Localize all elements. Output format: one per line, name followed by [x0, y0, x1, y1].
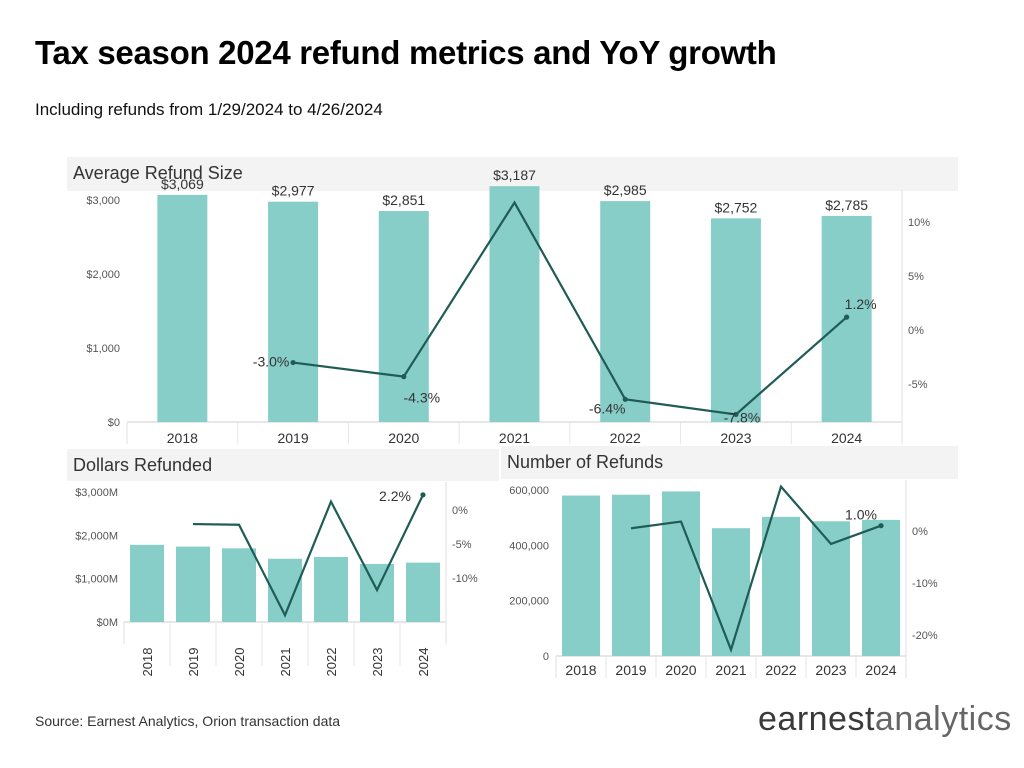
chart1-bar	[406, 562, 440, 622]
chart1-bar	[222, 548, 256, 622]
chart2-category-label: 2021	[715, 662, 746, 678]
chart1-category-label: 2022	[324, 648, 339, 677]
chart2-y2tick-label: 0%	[912, 526, 928, 538]
chart0-category-label: 2024	[831, 430, 862, 446]
chart1-bar	[360, 563, 394, 622]
chart2-category-label: 2018	[565, 662, 596, 678]
chart2-category-label: 2020	[665, 662, 696, 678]
page-title: Tax season 2024 refund metrics and YoY g…	[35, 34, 777, 71]
chart2-category-label: 2024	[865, 662, 896, 678]
chart1-y2tick-label: -10%	[452, 573, 478, 585]
chart0-bar	[489, 186, 540, 422]
chart1-category-label: 2024	[416, 648, 431, 677]
chart0-category-label: 2023	[720, 430, 751, 446]
chart0-ytick-label: $1,000	[86, 343, 120, 355]
chart0-y2tick-label: -5%	[908, 379, 928, 391]
chart2-yoy-line	[630, 484, 882, 654]
chart1-bar	[130, 544, 164, 622]
chart1-category-label: 2019	[186, 648, 201, 677]
brand-text-analytics: analytics	[874, 700, 1012, 738]
chart0-bar	[710, 218, 761, 422]
chart0-bar-value-label: $3,187	[493, 167, 536, 183]
chart2-category-label: 2022	[765, 662, 796, 678]
chart0-bar-value-label: $2,851	[382, 192, 425, 208]
chart0-y2tick-label: 0%	[908, 325, 924, 337]
number-of-refunds-panel-title: Number of Refunds	[501, 446, 958, 479]
avg-refund-panel-title: Average Refund Size	[67, 157, 958, 191]
chart0-bar-value-label: $2,752	[715, 199, 758, 215]
chart2-yoy-point	[878, 523, 884, 529]
chart2-bar	[862, 519, 900, 656]
chart1-bar	[268, 558, 302, 622]
chart0-ytick-label: $2,000	[86, 269, 120, 281]
chart2-category-label: 2019	[615, 662, 646, 678]
chart0-bar	[268, 201, 319, 422]
chart0-yoy-label: -7.8%	[724, 409, 761, 425]
chart1-y2tick-label: -5%	[452, 539, 472, 551]
chart2-category-label: 2023	[815, 662, 846, 678]
chart0-category-label: 2022	[610, 430, 641, 446]
chart0-category-label: 2020	[388, 430, 419, 446]
chart0-category-label: 2018	[167, 430, 198, 446]
chart0-yoy-label: 1.2%	[845, 296, 877, 312]
chart0-y2tick-label: 5%	[908, 271, 924, 283]
brand-logo: earnestanalytics	[758, 700, 1012, 739]
chart2-y2tick-label: -20%	[912, 630, 938, 642]
chart2-ytick-label: 400,000	[509, 540, 549, 552]
chart0-yoy-point	[622, 396, 628, 402]
page-subtitle: Including refunds from 1/29/2024 to 4/26…	[35, 100, 383, 119]
chart1-ytick-label: $2,000M	[75, 530, 118, 542]
chart0-yoy-line	[292, 200, 848, 416]
chart1-category-label: 2021	[278, 648, 293, 677]
chart0-category-label: 2019	[277, 430, 308, 446]
chart1-bar	[314, 557, 348, 622]
chart2-bar	[612, 494, 650, 656]
chart1-ytick-label: $1,000M	[75, 574, 118, 586]
chart2-bar	[662, 491, 700, 656]
chart0-yoy-label: -3.0%	[253, 354, 290, 370]
chart1-ytick-label: $3,000M	[75, 487, 118, 499]
chart2-bar	[812, 521, 850, 656]
chart0-yoy-point	[290, 359, 296, 366]
chart0-bar	[600, 201, 651, 422]
chart1-yoy-line	[192, 494, 424, 618]
chart1-yoy-point	[420, 492, 426, 498]
chart2-y2tick-label: -10%	[912, 578, 938, 590]
chart1-y2tick-label: 0%	[452, 505, 468, 517]
chart0-yoy-point	[401, 374, 407, 380]
chart2-bar	[712, 528, 750, 656]
chart1-category-label: 2023	[370, 648, 385, 677]
chart0-yoy-label: -6.4%	[589, 400, 626, 416]
chart2-bar	[562, 495, 600, 656]
chart1-yoy-label: 2.2%	[379, 488, 411, 504]
chart0-ytick-label: $3,000	[86, 195, 120, 207]
chart0-bar-value-label: $2,977	[272, 183, 315, 199]
chart2-ytick-label: 200,000	[509, 596, 549, 608]
chart2-ytick-label: 0	[543, 651, 549, 663]
chart0-category-label: 2021	[499, 430, 530, 446]
chart1-ytick-label: $0M	[97, 617, 118, 629]
chart0-bar-value-label: $2,985	[604, 182, 647, 198]
chart0-y2tick-label: 10%	[908, 217, 930, 229]
chart0-bar-value-label: $3,069	[161, 176, 204, 192]
chart1-category-label: 2018	[140, 648, 155, 677]
chart2-yoy-label: 1.0%	[845, 507, 877, 523]
chart0-yoy-label: -4.3%	[403, 390, 440, 406]
chart1-category-label: 2020	[232, 648, 247, 677]
brand-text-earnest: earnest	[758, 700, 875, 738]
chart0-ytick-label: $0	[108, 417, 120, 429]
chart1-bar	[176, 546, 210, 622]
chart2-bar	[762, 516, 800, 656]
dollars-refunded-panel-title: Dollars Refunded	[67, 449, 499, 481]
chart0-bar-value-label: $2,785	[825, 197, 868, 213]
chart0-bar	[378, 211, 429, 422]
source-note: Source: Earnest Analytics, Orion transac…	[35, 713, 341, 729]
chart0-bar	[157, 194, 208, 422]
chart2-ytick-label: 600,000	[509, 485, 549, 497]
chart0-yoy-point	[844, 314, 850, 320]
chart0-yoy-point	[733, 411, 739, 418]
